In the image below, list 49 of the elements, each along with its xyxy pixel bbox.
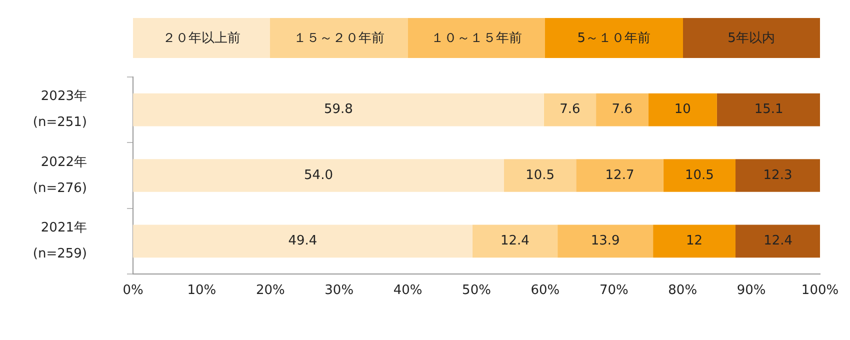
x-tick-label: 40% [393,283,422,298]
bar [716,93,820,126]
x-tick-label: 0% [122,283,144,298]
data-label: 59.8 [324,102,353,118]
x-tick-label: 90% [736,283,766,298]
bar [133,159,504,192]
x-tick-label: 70% [599,283,628,298]
bar [558,224,654,258]
bar [663,159,736,192]
bar [133,93,544,126]
text: ２０年以上前 [162,30,241,47]
data-label: 12.3 [763,168,792,183]
y-tick-label: 2022年 (n=276) [32,154,87,196]
x-tick-label: 20% [256,283,285,298]
data-label: 10.5 [526,168,555,183]
bar [576,159,664,192]
bar [596,93,648,126]
text: 5～１０年前 [577,30,650,47]
data-label: 54.0 [304,168,333,183]
x-tick-label: 100% [801,283,839,298]
x-tick-label: 80% [668,283,698,298]
data-label: 12.4 [500,234,530,249]
bar [653,224,736,258]
bar [133,224,472,258]
text: １０～１５年前 [430,30,522,47]
text: １５～２０年前 [294,30,385,47]
data-label: 10 [674,102,691,118]
text: 5年以内 [728,30,775,47]
bar [544,93,596,126]
x-tick-label: 60% [530,283,560,298]
x-tick-label: 10% [187,283,216,298]
y-tick-label: 2023年 (n=251) [32,89,87,130]
data-label: 12.4 [764,234,793,249]
data-label: 12 [686,234,703,249]
x-tick-label: 30% [324,283,354,298]
bar [648,93,717,126]
data-label: 49.4 [288,234,318,249]
bar [736,224,820,258]
data-label: 13.9 [590,234,620,249]
data-label: 10.5 [684,168,714,183]
data-label: 15.1 [754,102,784,118]
x-tick-label: 50% [462,283,491,298]
bar [736,159,820,192]
bar [504,159,576,192]
bar [472,224,558,258]
data-label: 12.7 [605,168,634,183]
data-label: 7.6 [612,102,632,118]
y-tick-label: 2021年 (n=259) [32,220,87,262]
data-label: 7.6 [560,102,580,118]
